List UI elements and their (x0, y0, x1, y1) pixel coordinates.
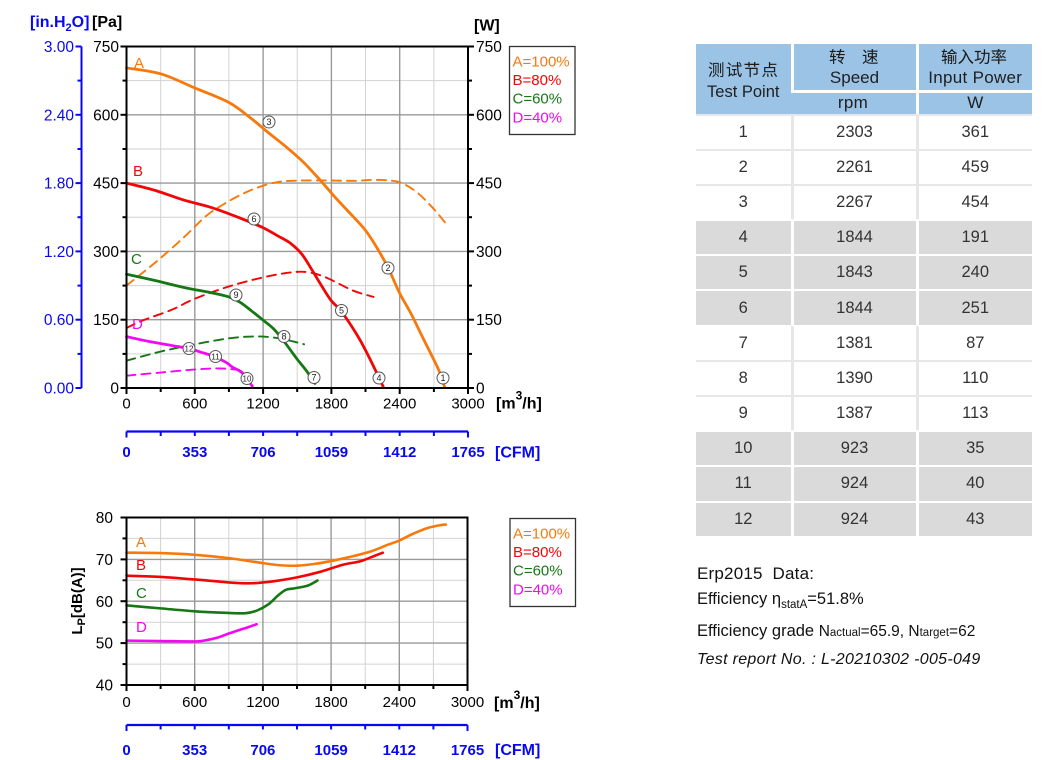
svg-text:A=100%: A=100% (513, 526, 570, 543)
svg-text:2.40: 2.40 (44, 107, 75, 124)
svg-text:D=40%: D=40% (513, 109, 563, 126)
svg-text:600: 600 (93, 107, 119, 124)
svg-text:150: 150 (93, 312, 119, 329)
svg-text:1: 1 (440, 373, 445, 383)
svg-text:1412: 1412 (383, 444, 416, 461)
svg-text:0: 0 (122, 694, 130, 711)
svg-text:450: 450 (476, 176, 502, 193)
svg-text:3.00: 3.00 (44, 39, 75, 56)
svg-text:[m3/h]: [m3/h] (496, 389, 542, 413)
svg-text:0: 0 (122, 742, 130, 759)
svg-text:300: 300 (93, 244, 119, 261)
svg-text:60: 60 (96, 594, 114, 611)
svg-text:B=80%: B=80% (513, 72, 562, 89)
svg-text:1059: 1059 (315, 444, 348, 461)
svg-text:706: 706 (251, 444, 276, 461)
svg-text:0.60: 0.60 (44, 312, 75, 329)
svg-text:1765: 1765 (451, 742, 484, 759)
svg-text:0: 0 (476, 381, 485, 398)
svg-text:8: 8 (281, 332, 286, 342)
svg-text:1800: 1800 (315, 396, 348, 413)
svg-text:LP[dB(A)]: LP[dB(A)] (69, 567, 88, 634)
svg-text:70: 70 (96, 552, 114, 569)
svg-text:1.80: 1.80 (44, 176, 75, 193)
svg-text:150: 150 (476, 312, 502, 329)
svg-text:2400: 2400 (383, 694, 416, 711)
svg-text:B: B (136, 557, 146, 574)
svg-text:3000: 3000 (451, 694, 484, 711)
svg-text:750: 750 (476, 39, 502, 56)
svg-text:1412: 1412 (383, 742, 416, 759)
svg-text:[W]: [W] (474, 18, 500, 35)
svg-text:2: 2 (385, 263, 390, 273)
svg-text:D=40%: D=40% (513, 581, 563, 598)
svg-text:0.00: 0.00 (44, 381, 75, 398)
svg-text:4: 4 (376, 373, 381, 383)
svg-text:10: 10 (243, 375, 252, 384)
svg-text:D: D (132, 316, 143, 333)
svg-text:1800: 1800 (314, 694, 347, 711)
svg-text:C=60%: C=60% (513, 563, 563, 580)
svg-text:6: 6 (251, 214, 256, 224)
svg-text:7: 7 (311, 373, 316, 383)
svg-text:0: 0 (122, 396, 130, 413)
svg-text:[Pa]: [Pa] (92, 14, 122, 31)
svg-text:300: 300 (476, 244, 502, 261)
svg-text:706: 706 (250, 742, 275, 759)
svg-text:5: 5 (339, 306, 344, 316)
svg-text:[CFM]: [CFM] (495, 742, 540, 759)
svg-text:0: 0 (110, 381, 119, 398)
svg-text:600: 600 (182, 396, 207, 413)
svg-text:C=60%: C=60% (513, 91, 563, 108)
svg-text:A: A (136, 534, 146, 551)
svg-text:3000: 3000 (451, 396, 484, 413)
svg-text:1765: 1765 (451, 444, 484, 461)
svg-text:1059: 1059 (314, 742, 347, 759)
svg-text:12: 12 (185, 345, 194, 354)
svg-text:[m3/h]: [m3/h] (494, 688, 540, 712)
svg-text:750: 750 (93, 39, 119, 56)
svg-text:11: 11 (211, 353, 220, 362)
svg-text:50: 50 (96, 636, 114, 653)
svg-text:C: C (136, 585, 147, 602)
svg-text:[in.H2O]: [in.H2O] (30, 14, 89, 34)
svg-text:600: 600 (476, 107, 502, 124)
svg-text:40: 40 (96, 678, 114, 695)
svg-text:B: B (133, 163, 143, 180)
svg-text:C: C (131, 251, 142, 268)
svg-text:80: 80 (96, 510, 114, 527)
svg-text:0: 0 (122, 444, 130, 461)
svg-text:3: 3 (266, 117, 271, 127)
svg-text:353: 353 (182, 742, 207, 759)
svg-text:1.20: 1.20 (44, 244, 75, 261)
svg-text:A: A (134, 55, 144, 72)
svg-text:A=100%: A=100% (513, 54, 570, 71)
svg-text:1200: 1200 (246, 694, 279, 711)
svg-text:D: D (136, 619, 147, 636)
svg-text:2400: 2400 (383, 396, 416, 413)
svg-text:450: 450 (93, 176, 119, 193)
svg-text:1200: 1200 (246, 396, 279, 413)
svg-text:9: 9 (233, 290, 238, 300)
svg-text:[CFM]: [CFM] (495, 445, 540, 462)
svg-text:B=80%: B=80% (513, 544, 562, 561)
svg-text:353: 353 (182, 444, 207, 461)
svg-text:600: 600 (182, 694, 207, 711)
